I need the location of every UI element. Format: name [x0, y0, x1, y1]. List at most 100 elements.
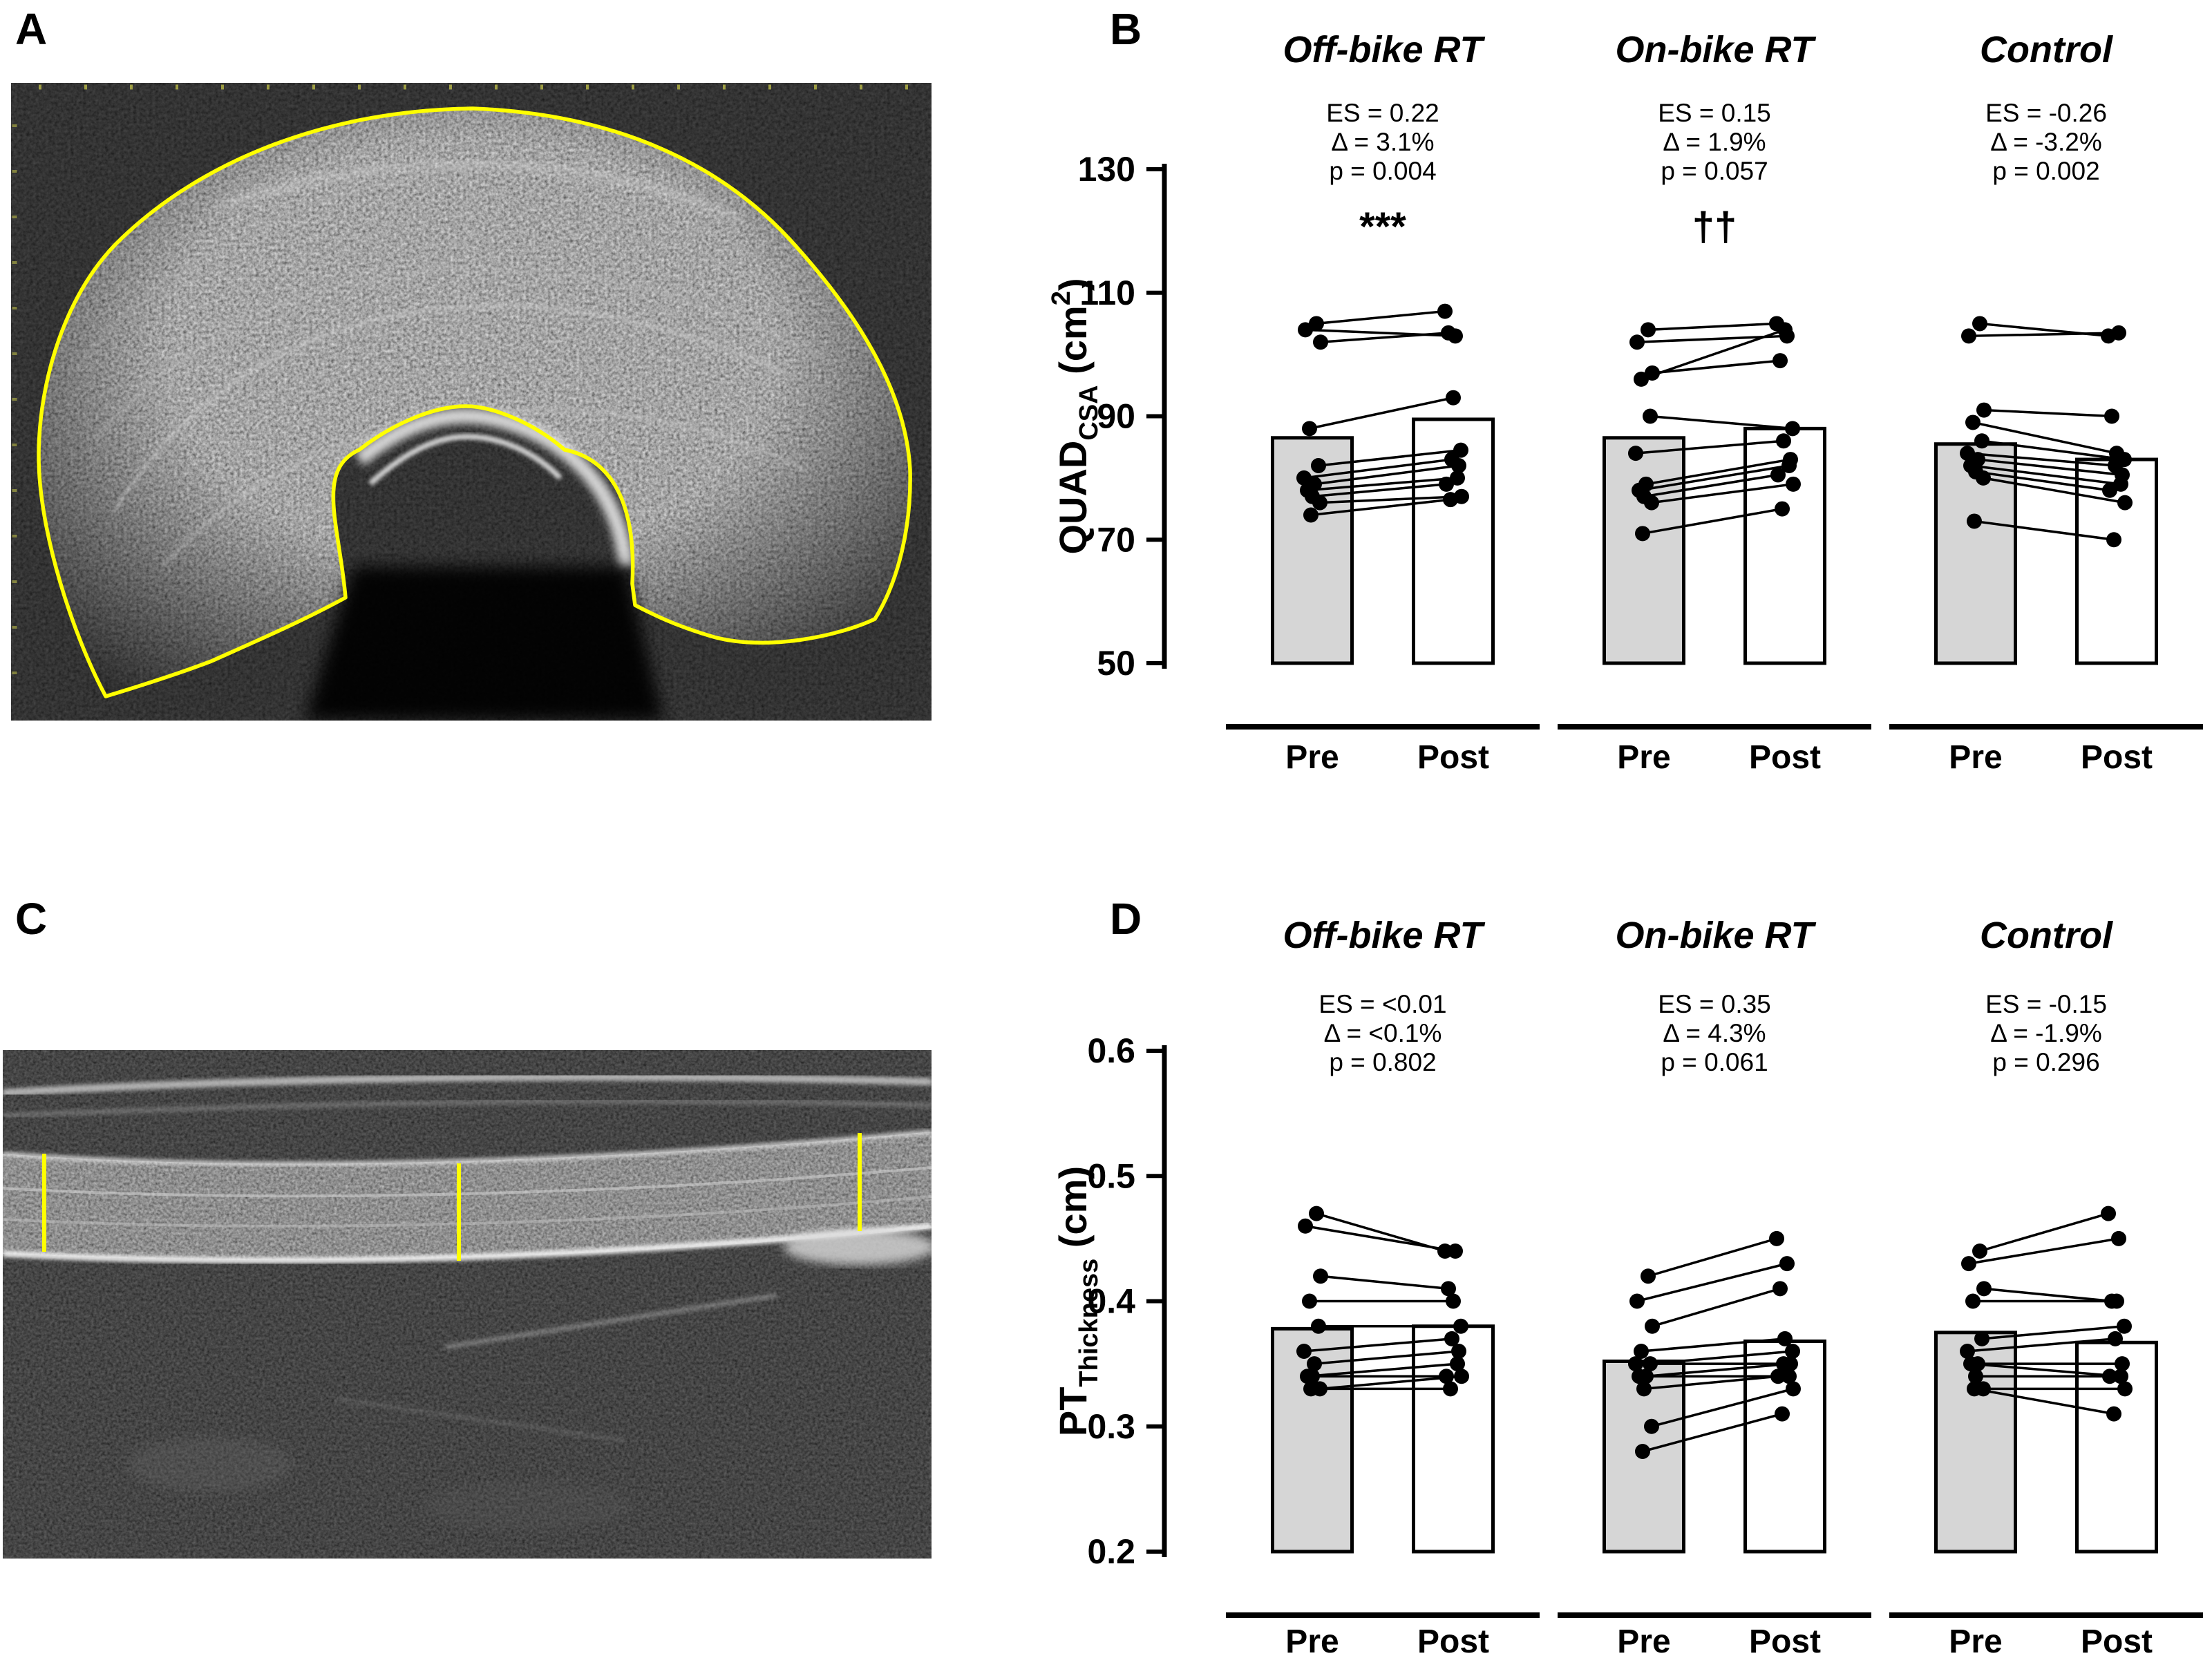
chart-panel-D: 0.6 0.5 0.4 0.3 0.2 PTThickness (cm) Off-bike … [1051, 915, 2203, 1658]
svg-text:Pre: Pre [1949, 1623, 2002, 1658]
pair-line [1636, 1262, 1788, 1303]
svg-text:Pre: Pre [1949, 739, 2002, 776]
data-point-post [1448, 1244, 1463, 1259]
data-point-pre [1967, 513, 1982, 529]
panel-b-label: B [1110, 4, 1142, 54]
data-point-post [2109, 1293, 2124, 1309]
data-point-post [1454, 1369, 1469, 1384]
pair-line [1649, 414, 1793, 430]
pair-line [1320, 1275, 1449, 1290]
panel-a-label: A [15, 4, 48, 54]
svg-text:90: 90 [1097, 397, 1135, 436]
ultrasound-quadriceps-image [11, 83, 932, 721]
data-point-post [1451, 1344, 1466, 1359]
pair-line [1320, 332, 1449, 343]
data-point-post [2111, 325, 2126, 341]
femur-echo [355, 408, 634, 568]
data-point-pre [1632, 1369, 1647, 1384]
data-point-post [1773, 1281, 1788, 1297]
data-point-post [1441, 325, 1456, 341]
svg-text:0.4: 0.4 [1087, 1282, 1135, 1321]
pair-line [1649, 1350, 1793, 1365]
svg-text:ES = 0.15: ES = 0.15 [1658, 99, 1771, 127]
y-axis-title-B: QUADCSA (cm2) [1047, 278, 1104, 554]
svg-text:ES = 0.22: ES = 0.22 [1326, 99, 1439, 127]
data-point-pre [1307, 1356, 1322, 1372]
svg-text:Off-bike RT: Off-bike RT [1283, 29, 1485, 70]
svg-text:ES = <0.01: ES = <0.01 [1318, 990, 1446, 1018]
data-point-pre [1302, 1293, 1317, 1309]
data-point-pre [1643, 1356, 1658, 1372]
pair-line [1310, 498, 1451, 517]
pair-line [1312, 483, 1447, 498]
svg-text:ES = 0.35: ES = 0.35 [1658, 990, 1771, 1018]
pair-line [1319, 495, 1462, 504]
data-point-post [1781, 1369, 1797, 1384]
data-point-pre [1967, 1381, 1982, 1397]
data-point-post [1775, 1406, 1790, 1422]
panel-d-label: D [1110, 894, 1142, 944]
svg-text:ES = -0.26: ES = -0.26 [1985, 99, 2107, 127]
svg-text:Δ = -3.2%: Δ = -3.2% [1990, 128, 2102, 156]
pair-line [1983, 477, 2126, 504]
pair-line [1314, 464, 1459, 486]
data-point-post [2108, 1331, 2123, 1346]
svg-text:Pre: Pre [1285, 1623, 1339, 1658]
data-point-post [1451, 458, 1466, 473]
pair-line [1970, 464, 2121, 486]
bar-pre [1934, 442, 2017, 665]
pair-line [1968, 1237, 2119, 1265]
data-point-pre [1311, 1318, 1326, 1334]
svg-text:130: 130 [1078, 150, 1135, 189]
data-point-post [1439, 1369, 1454, 1384]
data-point-pre [1303, 1381, 1318, 1397]
svg-text:On-bike RT: On-bike RT [1615, 915, 1816, 956]
pair-line [1641, 328, 1786, 381]
svg-text:70: 70 [1097, 520, 1135, 559]
pair-line [1309, 396, 1454, 430]
pair-line [1652, 1287, 1781, 1328]
data-point-pre [1644, 495, 1659, 511]
data-point-pre [1641, 322, 1656, 338]
data-point-pre [1972, 1244, 1987, 1259]
svg-text:***: *** [1359, 204, 1406, 249]
data-point-pre [1312, 495, 1327, 511]
pair-line [1981, 1325, 2125, 1340]
data-point-pre [1641, 1268, 1656, 1284]
svg-text:Δ = <0.1%: Δ = <0.1% [1324, 1019, 1442, 1047]
data-point-post [1777, 1331, 1793, 1346]
pair-line [1647, 1237, 1777, 1277]
data-point-pre [1309, 1206, 1324, 1221]
bar-post [1412, 417, 1495, 665]
pair-line [1975, 470, 2110, 492]
data-point-post [1777, 322, 1793, 338]
pair-line [1307, 1362, 1458, 1378]
y-axis-title-D: PTThickness (cm) [1051, 1166, 1104, 1436]
data-point-post [1776, 433, 1791, 449]
data-point-post [1786, 476, 1801, 492]
data-point-pre [1298, 1218, 1313, 1234]
data-point-post [1783, 1356, 1798, 1372]
data-point-pre [1629, 1293, 1645, 1309]
svg-text:Δ = -1.9%: Δ = -1.9% [1990, 1019, 2102, 1047]
svg-text:0.2: 0.2 [1087, 1532, 1135, 1571]
data-point-post [1443, 1381, 1458, 1397]
chart-B-group-1: On-bike RT ES = 0.15Δ = 1.9%p = 0.057 †† Pr… [1558, 29, 1871, 776]
data-point-pre [1976, 470, 1991, 486]
data-point-post [1770, 1369, 1786, 1384]
data-point-pre [1965, 414, 1981, 430]
data-point-pre [1313, 334, 1328, 350]
svg-text:ES = -0.15: ES = -0.15 [1985, 990, 2107, 1018]
svg-text:Post: Post [1417, 739, 1489, 776]
data-point-post [2106, 532, 2121, 548]
bar-pre [1603, 436, 1685, 665]
data-point-pre [1296, 1344, 1312, 1359]
acoustic-shadow [305, 566, 664, 721]
data-point-post [1441, 1281, 1456, 1297]
data-point-post [1785, 421, 1800, 437]
data-point-post [2117, 495, 2133, 511]
pair-line [1981, 439, 2125, 461]
data-point-post [2113, 476, 2128, 492]
data-point-post [1439, 476, 1454, 492]
